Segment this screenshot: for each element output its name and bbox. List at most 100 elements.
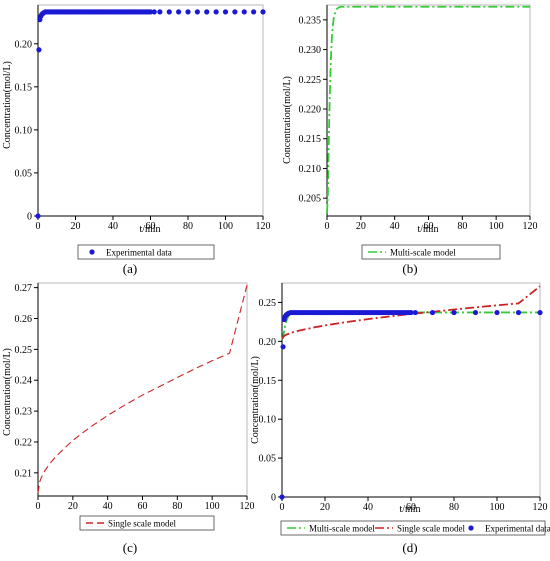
series-line — [326, 5, 530, 214]
data-point — [204, 9, 210, 15]
y-tick-label: 0.215 — [299, 134, 322, 145]
data-point — [537, 309, 543, 316]
x-tick-label: 20 — [320, 502, 330, 513]
plot-frame — [37, 4, 264, 217]
data-point — [429, 309, 436, 316]
y-axis-label: Concentration(mol/L) — [2, 61, 13, 149]
plot-frame — [326, 4, 531, 217]
y-tick-label: 0.225 — [299, 75, 322, 86]
data-point — [515, 309, 522, 316]
y-tick-label: 0.05 — [15, 168, 33, 179]
x-axis-label: t/min — [139, 224, 160, 235]
y-axis-label: Concentration(mol/L) — [2, 348, 13, 436]
chart-panel-3: 0 20 40 60 80 100 120 0.21 0.22 0.23 0.24 0.25 0.26 0… — [2, 282, 255, 555]
legend-label: Multi-scale model — [309, 524, 375, 534]
y-tick-label: 0.10 — [259, 415, 277, 426]
x-tick-label: 20 — [356, 221, 366, 232]
legend-label: Single scale model — [397, 524, 465, 534]
data-point — [451, 309, 457, 316]
x-tick-label: 40 — [108, 221, 118, 232]
x-tick-label: 60 — [424, 221, 434, 232]
x-tick-label: 100 — [490, 502, 505, 513]
x-tick-label: 20 — [71, 221, 81, 232]
panel-label: (a) — [123, 261, 137, 276]
x-tick-label: 0 — [325, 221, 330, 232]
x-tick-label: 40 — [103, 501, 113, 512]
y-tick-label: 0.230 — [299, 45, 322, 56]
x-axis-label: t/min — [399, 504, 420, 515]
x-tick-label: 20 — [68, 501, 78, 512]
y-tick-label: 0.05 — [259, 454, 277, 465]
data-point — [157, 9, 163, 15]
x-tick-label: 120 — [523, 221, 538, 232]
y-tick-label: 0 — [27, 212, 32, 223]
legend-label: Experimental data — [106, 248, 172, 258]
legend-box — [77, 244, 215, 260]
legend-label: Single scale model — [108, 519, 176, 529]
y-axis-label: Concentration(mol/L) — [250, 356, 261, 444]
y-tick-label: 0.10 — [15, 125, 33, 136]
data-point — [176, 9, 182, 15]
data-point — [147, 9, 154, 15]
legend-box — [361, 244, 501, 260]
series-line — [281, 285, 541, 340]
x-tick-label: 100 — [489, 221, 504, 232]
x-tick-label: 120 — [240, 501, 255, 512]
y-tick-label: 0.21 — [15, 468, 33, 479]
y-tick-label: 0.220 — [299, 105, 322, 116]
chart-panel-2: 0 20 40 60 80 100 120 0.205 0.210 0.215 0.220 0.225… — [282, 4, 538, 276]
data-point — [166, 9, 172, 15]
chart-panel-4: 0 20 40 60 80 100 120 0 0.05 0.10 0.15 0.20 0.25 t/mi… — [250, 282, 550, 555]
x-tick-label: 0 — [36, 501, 41, 512]
x-tick-label: 80 — [172, 501, 182, 512]
data-point — [194, 9, 200, 15]
data-point — [35, 213, 41, 219]
legend-label: Multi-scale model — [390, 248, 456, 258]
x-tick-label: 80 — [449, 502, 459, 513]
data-point — [279, 494, 285, 500]
legend-box — [79, 515, 215, 531]
x-tick-label: 100 — [205, 501, 220, 512]
x-tick-label: 0 — [36, 221, 41, 232]
data-point — [472, 309, 479, 316]
panel-label: (d) — [402, 540, 417, 555]
y-tick-label: 0.210 — [299, 164, 322, 175]
x-tick-label: 120 — [533, 502, 548, 513]
y-tick-label: 0 — [271, 493, 276, 504]
y-tick-label: 0.25 — [15, 345, 33, 356]
y-tick-label: 0.22 — [15, 437, 33, 448]
data-point — [251, 9, 257, 15]
y-tick-label: 0.205 — [299, 194, 322, 205]
x-tick-label: 80 — [457, 221, 467, 232]
data-point — [241, 9, 247, 15]
data-point — [280, 344, 286, 350]
x-tick-label: 60 — [406, 502, 416, 513]
y-tick-label: 0.15 — [259, 376, 277, 387]
x-tick-label: 80 — [183, 221, 193, 232]
y-tick-label: 0.20 — [259, 337, 277, 348]
x-tick-label: 40 — [363, 502, 373, 513]
data-point — [408, 309, 414, 316]
chart-panel-1: 0 20 40 60 80 100 120 0 0.05 0.10 0.15 0.20 t/min Con… — [2, 4, 271, 276]
data-point — [412, 309, 418, 316]
data-point — [494, 309, 500, 316]
legend-box — [280, 520, 546, 536]
legend-label: Experimental data — [485, 524, 550, 534]
x-axis-label: t/min — [417, 224, 438, 235]
y-tick-label: 0.25 — [259, 298, 277, 309]
data-point — [151, 9, 157, 15]
x-tick-label: 120 — [256, 221, 271, 232]
legend-swatch — [468, 525, 474, 531]
data-point — [185, 9, 191, 15]
panel-label: (b) — [402, 261, 417, 276]
y-tick-label: 0.27 — [15, 283, 33, 294]
data-point — [213, 9, 219, 15]
y-tick-label: 0.26 — [15, 314, 33, 325]
y-tick-label: 0.235 — [299, 15, 322, 26]
y-tick-label: 0.15 — [15, 82, 33, 93]
y-tick-label: 0.24 — [15, 376, 33, 387]
legend-swatch — [89, 249, 95, 255]
data-point — [36, 47, 42, 53]
x-tick-label: 60 — [146, 221, 156, 232]
